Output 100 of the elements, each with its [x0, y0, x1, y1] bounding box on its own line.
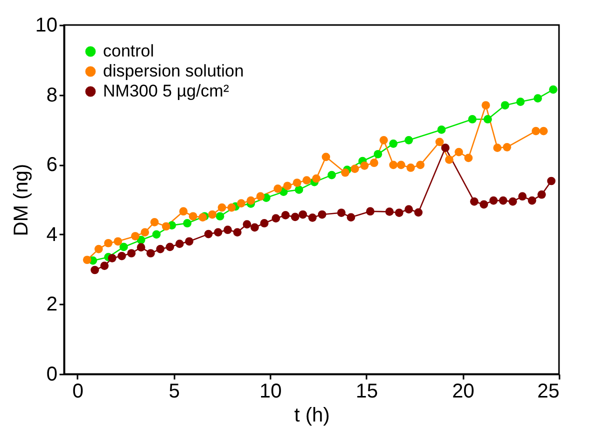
point — [246, 196, 256, 205]
point — [328, 170, 336, 180]
point — [489, 196, 498, 205]
point — [274, 184, 282, 193]
point — [394, 208, 404, 217]
point — [404, 136, 413, 144]
point — [250, 223, 259, 232]
point — [131, 232, 140, 240]
y-axis-title: DM (ng) — [10, 164, 32, 236]
point — [298, 210, 308, 219]
point — [175, 240, 184, 248]
legend-label: NM300 5 µg/cm² — [103, 82, 230, 100]
legend-label: control — [103, 42, 154, 60]
point — [414, 208, 423, 217]
point — [528, 196, 536, 205]
point — [468, 115, 477, 124]
point — [312, 174, 320, 183]
point — [290, 212, 300, 222]
point — [464, 154, 473, 162]
point — [260, 219, 268, 228]
y-tick-label: 6 — [46, 154, 58, 176]
point — [90, 266, 99, 274]
point — [537, 190, 546, 199]
point — [534, 94, 542, 102]
point — [480, 200, 488, 209]
point — [389, 139, 398, 148]
point — [482, 101, 490, 110]
point — [435, 138, 444, 146]
point — [224, 226, 232, 234]
point — [532, 126, 540, 136]
point — [518, 192, 527, 201]
point — [516, 98, 525, 106]
x-tick-label: 15 — [356, 380, 378, 402]
point — [179, 207, 188, 216]
point — [140, 228, 150, 236]
point — [118, 252, 126, 260]
point — [547, 176, 556, 186]
point — [416, 160, 425, 170]
y-tick-label: 0 — [46, 364, 58, 386]
y-tick-label: 2 — [46, 294, 58, 316]
point — [322, 152, 330, 162]
point — [350, 164, 360, 173]
x-tick-label: 20 — [452, 380, 474, 402]
point — [396, 160, 406, 170]
point — [454, 148, 464, 156]
point — [114, 237, 122, 246]
point — [204, 230, 213, 238]
point — [406, 164, 415, 172]
point — [493, 144, 502, 152]
point — [283, 182, 292, 190]
point — [498, 196, 508, 205]
y-tick-label: 4 — [46, 224, 58, 246]
point — [380, 136, 388, 144]
point — [484, 115, 492, 124]
point — [539, 126, 548, 136]
point — [233, 228, 242, 236]
point — [162, 222, 170, 231]
x-axis-title: t (h) — [294, 404, 330, 426]
point — [370, 158, 378, 168]
point — [437, 126, 446, 134]
point — [208, 210, 216, 219]
point — [216, 212, 224, 220]
point — [152, 230, 161, 239]
point — [150, 218, 159, 226]
point — [549, 85, 558, 94]
point — [441, 144, 450, 152]
point — [318, 210, 326, 219]
x-tick-label: 10 — [259, 380, 282, 402]
point — [127, 249, 136, 258]
point — [136, 243, 146, 252]
point — [183, 219, 192, 228]
point — [508, 197, 517, 206]
x-tick-label: 25 — [537, 380, 560, 402]
point — [308, 213, 317, 222]
point — [360, 161, 369, 170]
point — [146, 249, 155, 258]
point — [302, 176, 311, 184]
x-tick-label: 0 — [72, 380, 84, 402]
point — [366, 207, 374, 216]
point — [346, 213, 356, 222]
point — [294, 186, 304, 194]
point — [374, 150, 382, 158]
point — [104, 238, 112, 248]
y-tick-label: 10 — [35, 14, 58, 36]
point — [470, 197, 478, 206]
point — [108, 254, 116, 262]
point — [500, 101, 510, 110]
point — [100, 262, 109, 270]
legend-label: dispersion solution — [103, 62, 244, 80]
point — [214, 228, 222, 236]
point — [502, 142, 512, 152]
point — [227, 203, 236, 212]
y-tick-label: 8 — [46, 84, 58, 106]
point — [237, 199, 246, 208]
point — [445, 156, 454, 164]
point — [185, 237, 194, 246]
point — [404, 205, 413, 214]
point — [156, 244, 164, 254]
point — [218, 203, 226, 212]
point — [94, 244, 103, 254]
